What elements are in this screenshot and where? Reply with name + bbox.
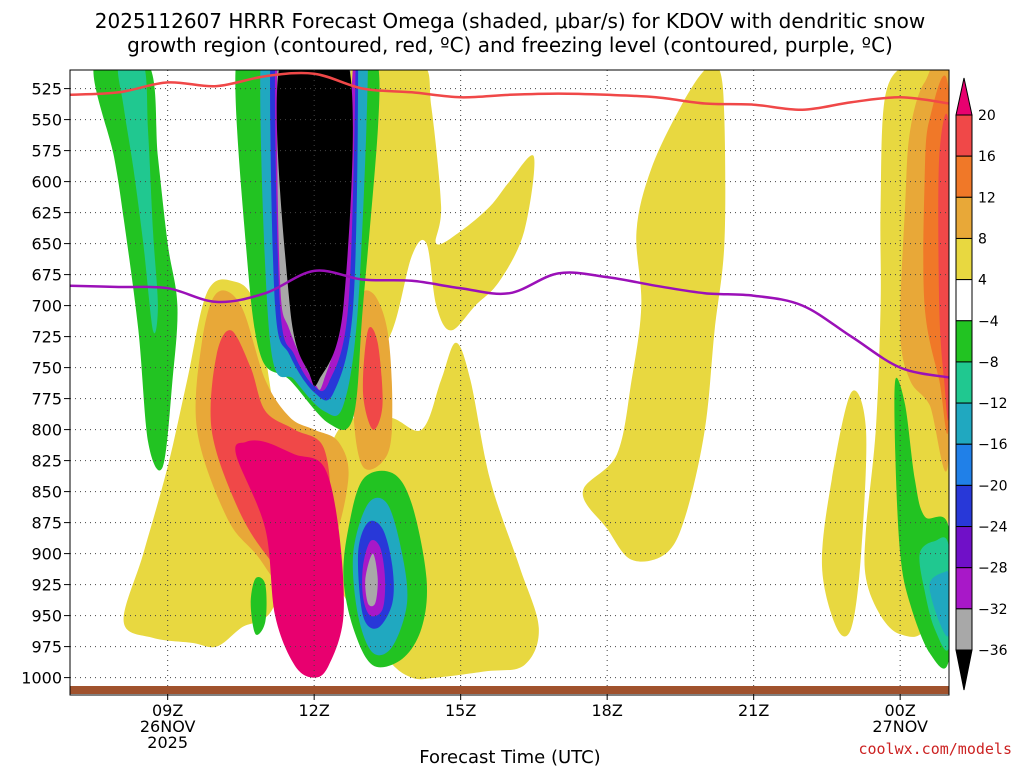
plot-frame <box>69 69 950 696</box>
x-tick-09Z-line2: 26NOV <box>140 717 196 736</box>
colorbar-top-arrow <box>955 77 973 116</box>
shaded-omega-regions <box>93 70 949 680</box>
grid <box>70 70 949 690</box>
region-cyan-lower-right <box>929 571 949 637</box>
colorbar-label-6: −8 <box>978 355 999 371</box>
y-tick-700: 700 <box>31 297 62 316</box>
y-tick-800: 800 <box>31 421 62 440</box>
colorbar-label-2: 12 <box>978 190 996 206</box>
colorbar-label-4: 4 <box>978 273 987 289</box>
credit-link[interactable]: coolwx.com/models <box>858 740 1012 758</box>
y-tick-675: 675 <box>31 266 62 285</box>
colorbar-label-1: 16 <box>978 149 996 165</box>
y-tick-975: 975 <box>31 638 62 657</box>
region-green-small-left <box>250 577 267 635</box>
region-yellow-far-right-lower <box>821 390 867 637</box>
colorbar-label-7: −12 <box>978 396 1008 412</box>
y-tick-1000: 1000 <box>21 669 62 688</box>
region-yellow-right-tall <box>582 70 726 562</box>
y-tick-600: 600 <box>31 173 62 192</box>
region-green-upper-left <box>93 70 178 471</box>
y-tick-875: 875 <box>31 514 62 533</box>
region-red-right-of-core <box>362 327 383 430</box>
colorbar-label-5: −4 <box>978 314 999 330</box>
y-tick-725: 725 <box>31 328 62 347</box>
colorbar-block-12 <box>955 608 973 651</box>
x-tick-09Z-line1: 09Z <box>152 701 183 720</box>
colorbar-block-7 <box>955 402 973 445</box>
y-tick-575: 575 <box>31 142 62 161</box>
x-tick-21Z-line1: 21Z <box>738 701 769 720</box>
region-black-core <box>276 70 353 387</box>
colorbar-block-2 <box>955 196 973 239</box>
x-tick-09Z-line3: 2025 <box>147 733 188 752</box>
colorbar-block-3 <box>955 237 973 281</box>
chart-title-line1: 2025112607 HRRR Forecast Omega (shaded, … <box>95 9 925 33</box>
y-tick-825: 825 <box>31 452 62 471</box>
x-tick-15Z-line1: 15Z <box>445 701 476 720</box>
y-tick-625: 625 <box>31 204 62 223</box>
x-tick-12Z-line1: 12Z <box>299 701 330 720</box>
region-teal-upper-left <box>117 70 158 334</box>
region-magenta-core <box>235 440 344 678</box>
pressure-axis: 525 550 575 600 625 650 675 700 725 750 775 800 825 8… <box>21 80 70 688</box>
colorbar-label-10: −24 <box>978 520 1008 536</box>
contour-lines <box>70 71 949 379</box>
colorbar-block-8 <box>955 443 973 486</box>
freezing-level-purple-contour <box>70 269 949 379</box>
y-tick-950: 950 <box>31 607 62 626</box>
y-tick-900: 900 <box>31 545 62 564</box>
y-tick-550: 550 <box>31 111 62 130</box>
x-tick-18Z-line1: 18Z <box>592 701 623 720</box>
y-tick-525: 525 <box>31 80 62 99</box>
region-red-right-edge <box>938 113 949 421</box>
colorbar-label-0: 20 <box>978 108 996 124</box>
y-tick-775: 775 <box>31 390 62 409</box>
y-tick-650: 650 <box>31 235 62 254</box>
x-tick-00Z-line2: 27NOV <box>872 717 928 736</box>
colorbar-label-9: −20 <box>978 478 1008 494</box>
colorbar: 20 16 12 8 4 −4 −8 −12 −16 −20 −24 −28 −32 −36 <box>955 77 1008 691</box>
dendritic-red-contour <box>70 71 949 111</box>
region-gray-lower-center <box>365 553 378 607</box>
colorbar-block-10 <box>955 526 973 569</box>
colorbar-block-9 <box>955 484 973 528</box>
x-tick-00Z-line1: 00Z <box>885 701 916 720</box>
colorbar-block-4 <box>955 279 973 322</box>
colorbar-block-0 <box>955 114 973 157</box>
colorbar-block-1 <box>955 155 973 198</box>
x-axis-label: Forecast Time (UTC) <box>419 747 600 768</box>
y-tick-925: 925 <box>31 576 62 595</box>
colorbar-block-11 <box>955 567 973 610</box>
colorbar-block-5 <box>955 320 973 363</box>
y-tick-750: 750 <box>31 359 62 378</box>
colorbar-label-11: −28 <box>978 561 1008 577</box>
y-tick-850: 850 <box>31 483 62 502</box>
colorbar-label-12: −32 <box>978 602 1008 618</box>
colorbar-block-6 <box>955 361 973 404</box>
colorbar-bottom-arrow <box>955 649 973 691</box>
chart-title-line2: growth region (contoured, red, ºC) and f… <box>127 33 893 57</box>
colorbar-label-3: 8 <box>978 231 987 247</box>
colorbar-label-8: −16 <box>978 437 1008 453</box>
colorbar-label-13: −36 <box>978 643 1008 659</box>
ground-surface-strip <box>70 686 949 694</box>
